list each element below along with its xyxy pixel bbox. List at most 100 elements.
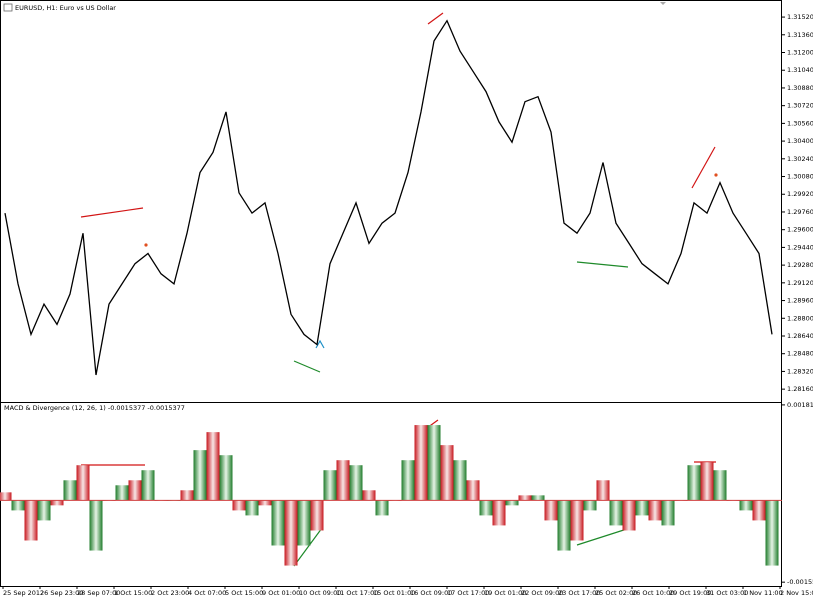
macd-bar	[622, 500, 636, 531]
x-tick-label: 31 Oct 03:00	[706, 589, 748, 597]
y-tick-label: 1.31200	[787, 49, 813, 57]
y-tick-label: 1.30240	[787, 155, 813, 163]
macd-bar	[245, 500, 259, 516]
macd-bar	[687, 465, 701, 501]
macd-bar	[141, 470, 155, 501]
x-tick-label: 11 Oct 17:00	[336, 589, 378, 597]
signal-dot	[714, 173, 718, 177]
divergence-line	[576, 527, 631, 546]
y-tick-label: 1.28800	[787, 314, 813, 322]
y-tick-label: 1.28480	[787, 350, 813, 358]
macd-bar	[401, 460, 415, 501]
x-tick-label: 2 Nov 15:00	[780, 589, 813, 597]
x-tick-label: 22 Oct 09:00	[521, 589, 563, 597]
x-tick-label: 23 Oct 17:00	[558, 589, 600, 597]
macd-bar	[0, 492, 12, 501]
y-tick-label: 1.30400	[787, 137, 813, 145]
macd-bar	[427, 425, 441, 501]
x-tick-label: 1 Nov 11:00	[743, 589, 783, 597]
divergence-line	[427, 12, 444, 25]
x-tick-label: 19 Oct 01:00	[484, 589, 526, 597]
y-tick-label: 1.30080	[787, 173, 813, 181]
price-line	[4, 19, 773, 376]
macd-bar	[505, 500, 519, 506]
macd-bar	[50, 500, 64, 506]
macd-bar	[479, 500, 493, 516]
macd-bar	[362, 490, 376, 501]
y-tick-label: 1.29440	[787, 243, 813, 251]
macd-bar	[570, 500, 584, 541]
macd-bar	[336, 460, 350, 501]
macd-bar	[258, 500, 272, 506]
y-tick-label: 1.28960	[787, 297, 813, 305]
macd-bar	[583, 500, 597, 511]
x-tick-label: 29 Oct 19:00	[669, 589, 711, 597]
macd-bar	[193, 450, 207, 501]
macd-bar	[531, 495, 545, 501]
x-tick-label: 25 Sep 2012	[3, 589, 44, 597]
divergence-line	[576, 261, 629, 268]
macd-bar	[323, 470, 337, 501]
macd-bar	[557, 500, 571, 551]
macd-bar	[24, 500, 38, 541]
divergence-line	[80, 207, 144, 218]
signal-dot	[144, 243, 148, 247]
x-tick-label: 9 Oct 01:00	[262, 589, 300, 597]
macd-bar	[739, 500, 753, 511]
y-tick-label: 1.30720	[787, 102, 813, 110]
macd-bar	[310, 500, 324, 531]
y-tick-label: 1.31520	[787, 13, 813, 21]
macd-bar	[609, 500, 623, 526]
macd-bar	[635, 500, 649, 516]
y-tick-label: 1.29280	[787, 261, 813, 269]
macd-bar	[271, 500, 285, 546]
macd-bar	[700, 462, 714, 501]
macd-bar	[661, 500, 675, 526]
macd-bar	[440, 445, 454, 501]
macd-bar	[115, 485, 129, 501]
divergence-line	[293, 527, 323, 567]
y-tick-label: 1.31360	[787, 31, 813, 39]
divergence-line	[293, 360, 321, 373]
x-tick-label: 5 Oct 15:00	[225, 589, 263, 597]
macd-bar	[453, 460, 467, 501]
indicator-title: MACD & Divergence (12, 26, 1) -0.0015377…	[4, 404, 185, 412]
x-tick-label: 2 Oct 23:00	[151, 589, 189, 597]
y-tick-label: 1.29760	[787, 208, 813, 216]
x-tick-label: 25 Oct 02:00	[595, 589, 637, 597]
y-tick-label: 1.29120	[787, 279, 813, 287]
x-tick-label: 4 Oct 07:00	[188, 589, 226, 597]
macd-bar	[596, 480, 610, 501]
x-tick-label: 26 Sep 23:00	[40, 589, 83, 597]
y-tick-label: 1.29600	[787, 226, 813, 234]
y-tick-label: 1.28640	[787, 332, 813, 340]
macd-bar	[492, 500, 506, 526]
macd-bar	[466, 480, 480, 501]
macd-bar	[544, 500, 558, 521]
macd-bar	[375, 500, 389, 516]
x-tick-label: 28 Sep 07:00	[77, 589, 120, 597]
macd-bar	[89, 500, 103, 551]
macd-bar	[11, 500, 25, 511]
y-tick-label: 1.30560	[787, 119, 813, 127]
macd-bar	[518, 495, 532, 501]
x-tick-label: 26 Oct 10:00	[632, 589, 674, 597]
x-tick-label: 16 Oct 09:00	[410, 589, 452, 597]
macd-bar	[752, 500, 766, 521]
macd-bar	[128, 480, 142, 501]
macd-bar	[284, 500, 298, 566]
divergence-line	[691, 146, 716, 189]
window-title: EURUSD, H1: Euro vs US Dollar	[15, 4, 116, 12]
y-tick-label: 0.0018120	[787, 401, 813, 409]
symbol-icon	[3, 3, 13, 12]
macd-bar	[349, 465, 363, 501]
macd-bar	[37, 500, 51, 521]
macd-bar	[180, 490, 194, 501]
y-tick-label: 1.29920	[787, 190, 813, 198]
macd-bar	[765, 500, 779, 566]
y-tick-label: 1.30880	[787, 84, 813, 92]
x-tick-label: 1 Oct 15:00	[114, 589, 152, 597]
macd-bar	[232, 500, 246, 511]
macd-bar	[713, 470, 727, 501]
